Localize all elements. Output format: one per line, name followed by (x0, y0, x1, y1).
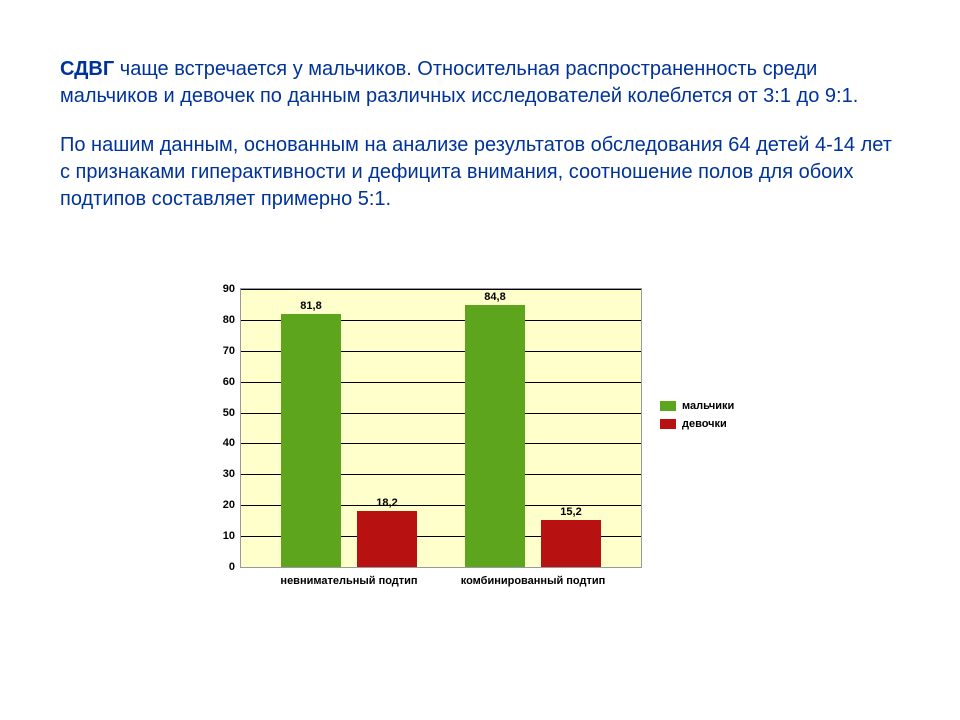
paragraph-1-rest: чаще встречается у мальчиков. Относитель… (60, 58, 858, 107)
legend-label: мальчики (682, 400, 734, 412)
bar-value-label: 15,2 (560, 506, 581, 518)
paragraph-1: СДВГ чаще встречается у мальчиков. Относ… (60, 56, 900, 110)
bar-девочки: 15,2 (541, 520, 601, 567)
y-tick-label: 60 (223, 376, 235, 388)
bar-value-label: 81,8 (300, 300, 321, 312)
category-label: невнимательный подтип (266, 575, 432, 587)
gridline (241, 289, 641, 290)
y-tick-label: 0 (229, 561, 235, 573)
y-tick-label: 70 (223, 345, 235, 357)
bar-девочки: 18,2 (357, 511, 417, 567)
y-tick-label: 10 (223, 530, 235, 542)
y-tick-label: 80 (223, 314, 235, 326)
bar-value-label: 18,2 (376, 497, 397, 509)
slide: СДВГ чаще встречается у мальчиков. Относ… (0, 0, 960, 720)
y-tick-label: 20 (223, 499, 235, 511)
legend-item: девочки (660, 418, 734, 430)
bar-chart: 0 10 20 30 40 50 60 70 80 90 81,8 18,2 невнимательны… (190, 280, 810, 620)
bar-мальчики: 84,8 (465, 305, 525, 567)
legend: мальчики девочки (660, 400, 734, 436)
legend-label: девочки (682, 418, 727, 430)
bar-value-label: 84,8 (484, 291, 505, 303)
category-label: комбинированный подтип (450, 575, 616, 587)
lead-word: СДВГ (60, 58, 114, 80)
y-tick-label: 50 (223, 407, 235, 419)
legend-item: мальчики (660, 400, 734, 412)
legend-swatch (660, 401, 676, 411)
plot-area: 010203040506070809081,818,2невнимательны… (240, 288, 642, 568)
y-tick-label: 90 (223, 283, 235, 295)
description-text: СДВГ чаще встречается у мальчиков. Относ… (60, 56, 900, 235)
bar-мальчики: 81,8 (281, 314, 341, 567)
y-tick-label: 30 (223, 468, 235, 480)
paragraph-2: По нашим данным, основанным на анализе р… (60, 132, 900, 213)
y-tick-label: 40 (223, 437, 235, 449)
legend-swatch (660, 419, 676, 429)
